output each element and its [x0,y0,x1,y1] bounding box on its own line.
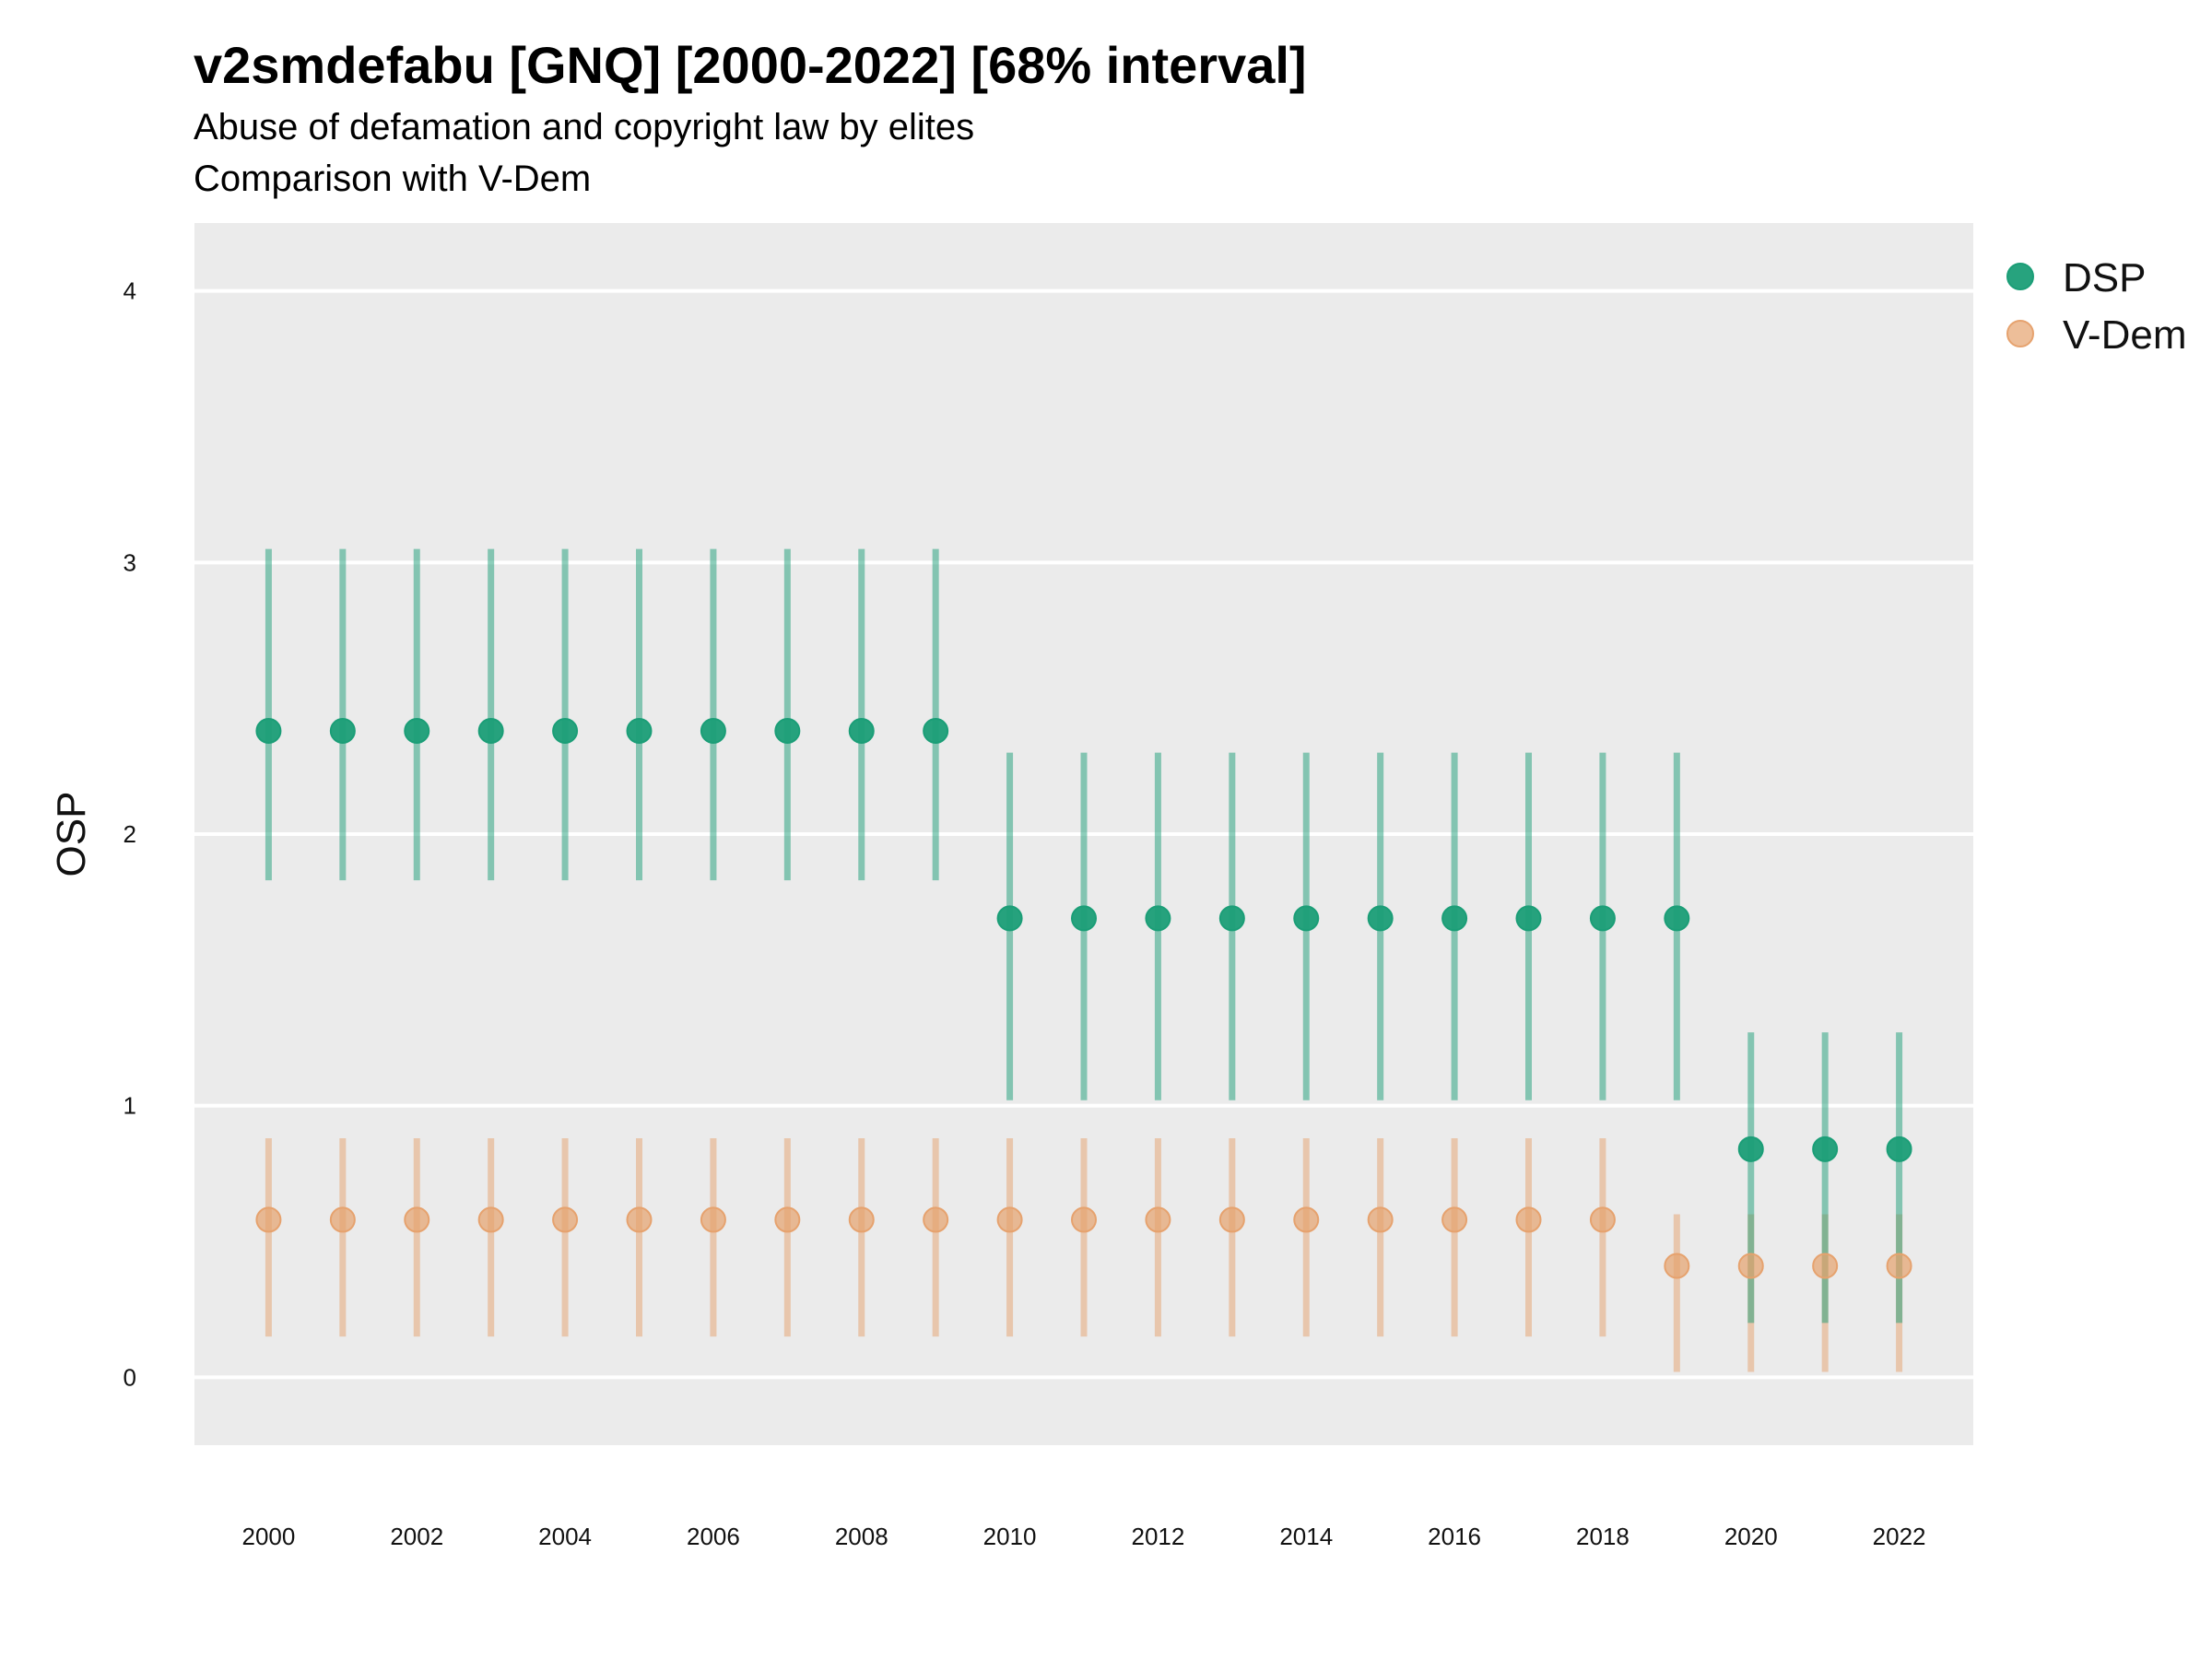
data-point [404,718,430,745]
data-point [1737,1135,1764,1162]
x-tick-label: 2014 [1279,1523,1333,1550]
x-tick-label: 2020 [1724,1523,1778,1550]
data-point [1293,1206,1320,1233]
data-point [1737,1253,1764,1279]
data-point [1886,1253,1912,1279]
data-point [255,1206,282,1233]
data-point [1441,905,1468,932]
data-point [923,1206,949,1233]
y-axis-title: OSP [49,792,94,877]
y-tick-label: 3 [124,548,136,576]
data-point [1441,1206,1468,1233]
x-tick-label: 2008 [835,1523,888,1550]
data-point [1145,905,1171,932]
x-axis-ticks: 2000 2002 2004 2006 2008 2010 2012 2014 2016 2018… [241,1523,1925,1550]
chart-subtitle: Abuse of defamation and copyright law by… [194,107,975,147]
legend-key [2006,263,2034,290]
data-point [255,718,282,745]
data-point [1071,1206,1097,1233]
data-point [329,1206,356,1233]
legend-key [2006,320,2034,347]
data-point [1218,905,1245,932]
data-point [626,1206,653,1233]
data-point [923,718,949,745]
data-point [1812,1253,1839,1279]
data-point [552,1206,579,1233]
y-tick-label: 4 [124,277,136,305]
legend-label: DSP [2063,255,2146,300]
y-tick-label: 1 [124,1092,136,1120]
data-points [255,718,1912,1279]
data-point [774,1206,801,1233]
x-tick-label: 2016 [1428,1523,1481,1550]
y-axis-ticks: 0 1 2 3 4 [124,277,136,1392]
x-tick-label: 2022 [1873,1523,1926,1550]
data-point [1515,905,1542,932]
x-tick-label: 2018 [1576,1523,1630,1550]
chart-title: v2smdefabu [GNQ] [2000-2022] [68% interv… [194,36,1307,94]
data-point [329,718,356,745]
chart-subtitle-comparison: Comparison with V-Dem [194,159,592,199]
y-tick-label: 0 [124,1363,136,1391]
data-point [1218,1206,1245,1233]
legend: DSP V-Dem [2006,255,2186,358]
data-point [1886,1135,1912,1162]
data-point [1589,1206,1616,1233]
data-point [404,1206,430,1233]
data-point [1145,1206,1171,1233]
data-point [700,718,726,745]
x-tick-label: 2000 [241,1523,295,1550]
data-point [626,718,653,745]
data-point [1664,1253,1690,1279]
data-point [477,1206,504,1233]
data-point [848,718,875,745]
y-tick-label: 2 [124,820,136,848]
data-point [1367,1206,1394,1233]
data-point [1589,905,1616,932]
x-tick-label: 2002 [390,1523,443,1550]
x-tick-label: 2010 [983,1523,1037,1550]
data-point [996,905,1023,932]
x-tick-label: 2006 [687,1523,740,1550]
data-point [1515,1206,1542,1233]
x-tick-label: 2004 [538,1523,592,1550]
data-point [700,1206,726,1233]
data-point [1293,905,1320,932]
data-point [552,718,579,745]
data-point [1812,1135,1839,1162]
data-point [848,1206,875,1233]
x-tick-label: 2012 [1131,1523,1184,1550]
data-point [774,718,801,745]
data-point [1071,905,1097,932]
legend-label: V-Dem [2063,312,2186,358]
data-point [477,718,504,745]
data-point [1664,905,1690,932]
data-point [1367,905,1394,932]
data-point [996,1206,1023,1233]
